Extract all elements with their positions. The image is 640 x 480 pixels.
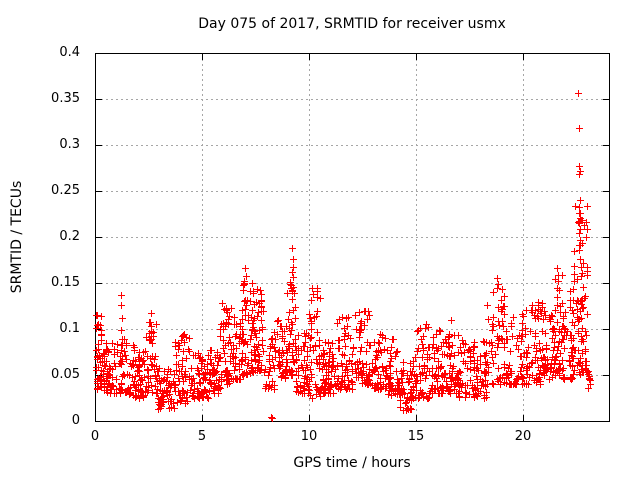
x-tick-label-0: 0 [90, 429, 100, 444]
chart-title: Day 075 of 2017, SRMTID for receiver usm… [198, 16, 506, 32]
y-tick-label-0.2: 0.2 [59, 229, 80, 244]
x-tick-label-5: 5 [197, 429, 207, 444]
y-tick-label-0.25: 0.25 [51, 183, 80, 198]
y-tick-label-0.35: 0.35 [51, 91, 80, 106]
y-tick-label-0.05: 0.05 [51, 367, 80, 382]
y-tick-label-0.3: 0.3 [59, 137, 80, 152]
x-tick-label-10: 10 [300, 429, 318, 444]
y-tick-label-0: 0 [71, 413, 80, 428]
x-tick-label-15: 15 [407, 429, 425, 444]
y-tick-label-0.4: 0.4 [59, 45, 80, 60]
y-tick-label-0.15: 0.15 [51, 275, 80, 290]
x-tick-label-20: 20 [514, 429, 532, 444]
x-axis-label: GPS time / hours [293, 455, 411, 471]
y-tick-label-0.1: 0.1 [59, 321, 80, 336]
